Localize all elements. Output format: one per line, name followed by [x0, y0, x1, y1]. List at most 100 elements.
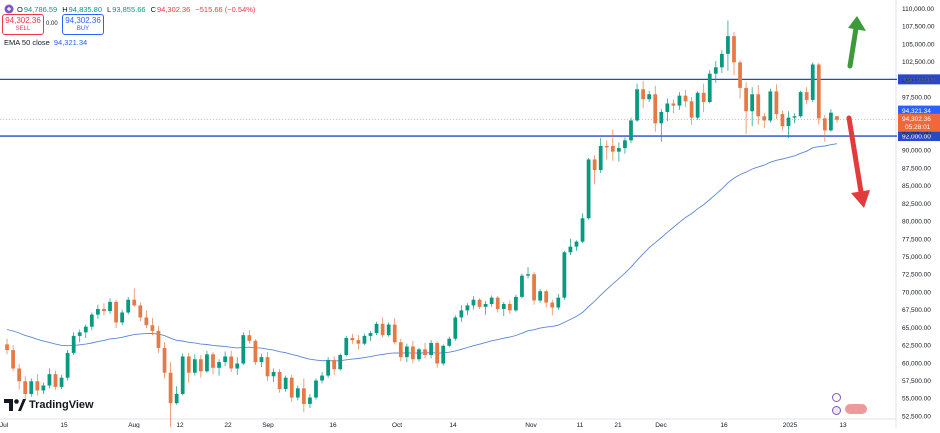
candle-body [186, 356, 191, 373]
candle-up [623, 137, 627, 154]
candle-body [429, 342, 433, 356]
candle-up [719, 50, 724, 73]
candle-body [671, 103, 676, 106]
y-tick-label: 80,000.00 [902, 219, 931, 226]
candle-up [562, 250, 567, 300]
candle-body [404, 346, 409, 358]
candle-down [398, 338, 403, 362]
last-price-tag-label: 94,302.36 [902, 116, 931, 123]
candle-body [356, 340, 361, 344]
candle-body [23, 381, 28, 394]
candle-up [501, 301, 506, 317]
flag-icon[interactable] [845, 404, 867, 414]
candle-up [71, 332, 76, 356]
candle-down [53, 370, 58, 390]
candle-body [71, 335, 76, 353]
candle-up [713, 60, 718, 83]
close-label: C [150, 4, 156, 14]
ohlc-legend: O 94,786.59 H 94,835.80 L 93,855.66 C 94,302… [4, 2, 260, 16]
candle-body [526, 274, 530, 276]
candle-body [229, 356, 234, 369]
x-tick-label: 16 [329, 422, 337, 428]
candle-body [780, 114, 785, 127]
candle-up [259, 353, 264, 368]
candle-body [810, 64, 815, 100]
low-value: 93,855.66 [112, 4, 146, 14]
candle-body [707, 73, 712, 103]
candle-body [659, 111, 664, 124]
candle-up [47, 368, 52, 389]
buy-price: 94,302.36 [65, 16, 101, 25]
candle-body [205, 354, 209, 372]
y-tick-label: 87,500.00 [902, 165, 931, 172]
candle-body [217, 362, 221, 368]
candle-up [635, 83, 639, 122]
candle-body [65, 352, 70, 378]
candle-down [816, 63, 821, 125]
candle-body [550, 302, 555, 308]
candle-body [199, 359, 203, 372]
candle-body [580, 218, 585, 242]
ema-price-tag [898, 105, 940, 116]
candle-body [495, 297, 500, 309]
tradingview-logo[interactable]: TradingView [4, 399, 94, 411]
candle-body [386, 324, 391, 336]
candle-down [835, 115, 839, 123]
y-tick-label: 107,500.00 [902, 24, 935, 31]
candle-body [792, 116, 797, 118]
candle-body [77, 332, 82, 336]
candle-up [205, 350, 209, 373]
candle-body [477, 299, 482, 307]
candle-up [459, 305, 464, 322]
candle-body [592, 159, 597, 171]
level-tag [898, 131, 940, 142]
candle-down [544, 289, 549, 308]
candle-body [562, 252, 567, 298]
candle-body [453, 317, 458, 339]
level-tag-label: 92,000.00 [902, 134, 931, 141]
candle-body [120, 312, 125, 323]
y-tick-label: 72,500.00 [902, 272, 931, 279]
add-indicator-button[interactable] [832, 393, 841, 402]
candle-down [350, 333, 355, 344]
lightning-icon[interactable] [832, 406, 841, 415]
candle-up [120, 309, 125, 326]
open-value: 94,786.59 [23, 4, 58, 14]
candle-down [804, 87, 809, 105]
candle-up [77, 329, 82, 343]
buy-button[interactable]: 94,302.36 BUY [62, 14, 104, 35]
candle-body [126, 299, 131, 313]
candle-up [417, 347, 421, 362]
candle-down [683, 89, 688, 107]
candle-up [617, 142, 621, 162]
candle-down [671, 99, 676, 114]
candle-body [17, 368, 22, 382]
y-tick-label: 75,000.00 [902, 254, 931, 261]
candle-body [11, 350, 15, 369]
ema-legend[interactable]: EMA 50 close 94,321.34 [4, 38, 87, 47]
candle-down [199, 355, 203, 378]
candle-body [610, 145, 615, 152]
candle-down [380, 317, 385, 338]
symbol-icon[interactable] [4, 4, 14, 14]
y-tick-label: 57,500.00 [902, 378, 931, 385]
candle-up [223, 351, 227, 367]
candle-body [380, 323, 385, 336]
candle-up [489, 295, 494, 307]
candle-up [629, 117, 633, 144]
candle-body [132, 299, 137, 306]
candle-down [604, 140, 609, 160]
candle-down [653, 85, 658, 132]
x-tick-label: Oct [392, 422, 402, 428]
y-tick-label: 65,000.00 [902, 325, 931, 332]
candle-up [108, 298, 112, 314]
candle-body [756, 94, 761, 117]
sell-button[interactable]: 94,302.36 SELL [2, 14, 44, 35]
last-price-tag [898, 113, 940, 132]
candle-body [568, 246, 573, 253]
candle-body [47, 374, 52, 386]
candle-body [489, 297, 494, 304]
candle-body [738, 62, 742, 88]
